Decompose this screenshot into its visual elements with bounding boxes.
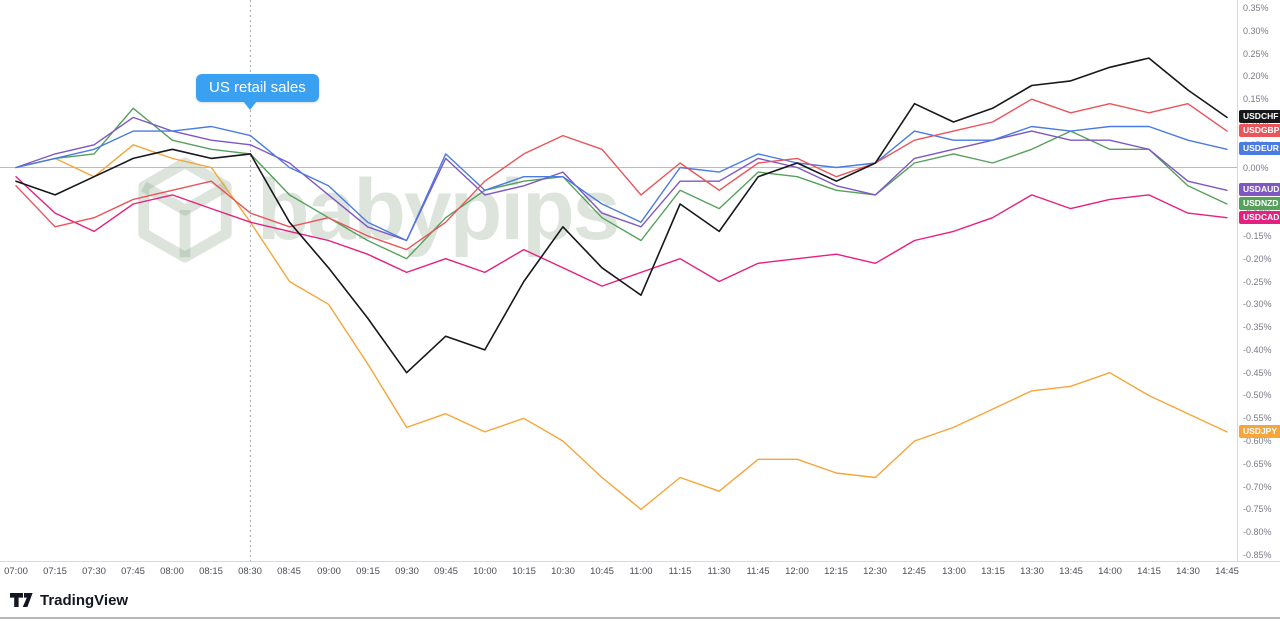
y-axis-tick: -0.25% [1243, 277, 1272, 287]
y-axis-tick: 0.15% [1243, 94, 1269, 104]
time-label: 08:45 [277, 566, 301, 577]
series-line-USDNZD [15, 107, 1228, 260]
window-bottom-border [0, 617, 1280, 619]
event-annotation-pointer [243, 101, 257, 110]
y-axis-tick: -0.50% [1243, 390, 1272, 400]
y-axis-tick: 0.20% [1243, 71, 1269, 81]
time-label: 11:30 [707, 566, 731, 577]
chart-plot-area[interactable]: babypips US retail sales [0, 0, 1237, 561]
time-label: 07:15 [43, 566, 67, 577]
y-axis-tick: 0.00% [1243, 163, 1269, 173]
time-label: 09:00 [317, 566, 341, 577]
time-label: 09:15 [356, 566, 380, 577]
time-label: 11:45 [746, 566, 770, 577]
y-axis-tick: -0.30% [1243, 299, 1272, 309]
series-line-USDAUD [15, 116, 1228, 242]
y-axis-tick: -0.15% [1243, 231, 1272, 241]
price-label-USDCAD: USDCAD [1239, 211, 1280, 224]
price-chart-canvas[interactable] [0, 0, 1237, 561]
price-label-USDEUR: USDEUR [1239, 142, 1280, 155]
time-label: 08:15 [199, 566, 223, 577]
price-axis[interactable]: 0.35%0.30%0.25%0.20%0.15%0.10%0.05%0.00%… [1237, 0, 1280, 578]
time-label: 12:15 [824, 566, 848, 577]
y-axis-tick: -0.20% [1243, 254, 1272, 264]
tradingview-logo-icon[interactable] [10, 592, 33, 608]
time-label: 12:45 [902, 566, 926, 577]
footer-bar: TradingView [0, 584, 1280, 616]
y-axis-tick: -0.35% [1243, 322, 1272, 332]
y-axis-tick: 0.35% [1243, 3, 1269, 13]
time-label: 13:15 [981, 566, 1005, 577]
y-axis-tick: -0.40% [1243, 345, 1272, 355]
time-label: 11:15 [668, 566, 692, 577]
series-line-USDJPY [15, 144, 1228, 511]
time-label: 10:30 [551, 566, 575, 577]
time-label: 14:30 [1176, 566, 1200, 577]
series-line-USDCHF [15, 57, 1228, 374]
tradingview-brand[interactable]: TradingView [40, 591, 129, 609]
price-label-USDCHF: USDCHF [1239, 110, 1280, 123]
y-axis-tick: 0.25% [1243, 49, 1269, 59]
time-label: 14:15 [1137, 566, 1161, 577]
y-axis-tick: -0.65% [1243, 459, 1272, 469]
y-axis-tick: -0.45% [1243, 368, 1272, 378]
time-label: 14:00 [1098, 566, 1122, 577]
time-label: 14:45 [1215, 566, 1239, 577]
series-line-USDGBP [15, 98, 1228, 251]
price-label-USDNZD: USDNZD [1239, 197, 1280, 210]
time-label: 12:30 [863, 566, 887, 577]
time-label: 10:00 [473, 566, 497, 577]
time-label: 07:00 [4, 566, 28, 577]
series-line-USDCAD [15, 175, 1228, 287]
y-axis-tick: -0.75% [1243, 504, 1272, 514]
time-axis[interactable]: 07:00 07:15 07:30 07:45 08:00 08:15 08:30 08:45… [0, 561, 1280, 578]
time-label: 09:30 [395, 566, 419, 577]
y-axis-tick: -0.55% [1243, 413, 1272, 423]
series-line-USDEUR [15, 125, 1228, 242]
time-label: 08:30 [238, 566, 262, 577]
time-label: 12:00 [785, 566, 809, 577]
time-label: 08:00 [160, 566, 184, 577]
time-label: 11:00 [629, 566, 653, 577]
price-label-USDJPY: USDJPY [1239, 425, 1280, 438]
y-axis-tick: -0.80% [1243, 527, 1272, 537]
time-label: 13:00 [942, 566, 966, 577]
event-annotation[interactable]: US retail sales [196, 74, 319, 102]
time-label: 07:45 [121, 566, 145, 577]
time-label: 10:15 [512, 566, 536, 577]
time-label: 13:30 [1020, 566, 1044, 577]
y-axis-tick: 0.30% [1243, 26, 1269, 36]
time-label: 10:45 [590, 566, 614, 577]
time-label: 09:45 [434, 566, 458, 577]
price-label-USDGBP: USDGBP [1239, 124, 1280, 137]
event-annotation-label: US retail sales [209, 79, 306, 96]
y-axis-tick: -0.70% [1243, 482, 1272, 492]
price-label-USDAUD: USDAUD [1239, 183, 1280, 196]
y-axis-tick: -0.60% [1243, 436, 1272, 446]
y-axis-tick: -0.85% [1243, 550, 1272, 560]
time-label: 07:30 [82, 566, 106, 577]
time-label: 13:45 [1059, 566, 1083, 577]
